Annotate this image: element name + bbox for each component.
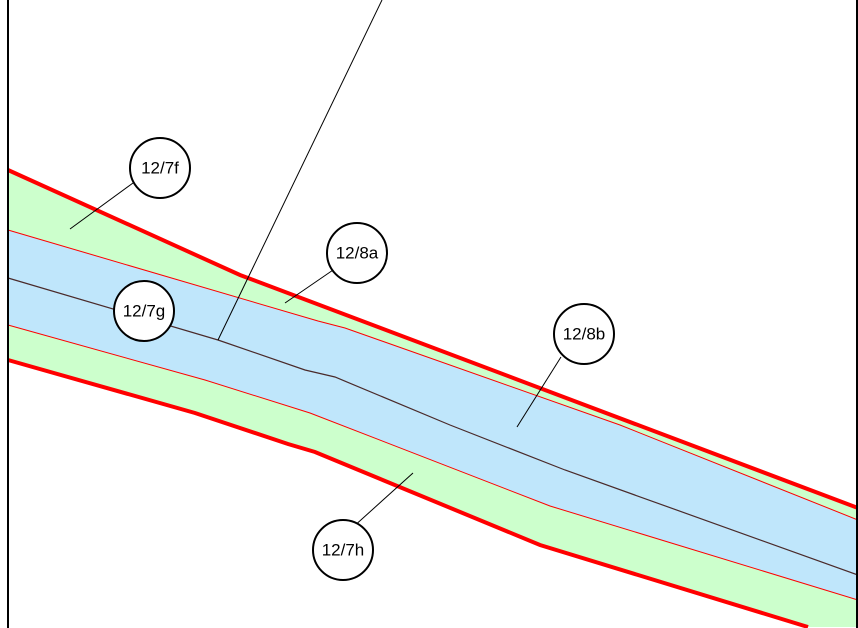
leader-line-12-8a — [284, 267, 337, 304]
parcel-label-12-8b[interactable]: 12/8b — [553, 303, 615, 365]
upper-outer-boundary — [7, 168, 858, 510]
survey-line — [217, 0, 383, 341]
parcel-12-8b-carriageway[interactable] — [8, 230, 858, 600]
upper-inner-boundary — [7, 229, 858, 521]
parcel-12-7f-verge[interactable] — [8, 170, 858, 520]
leader-line-12-7f — [69, 182, 134, 230]
leader-line-12-8b — [516, 356, 562, 428]
parcel-label-12-8b-text: 12/8b — [563, 325, 606, 344]
parcel-label-12-8a[interactable]: 12/8a — [326, 222, 388, 284]
leader-line-12-7h — [351, 472, 414, 529]
parcel-label-12-7f[interactable]: 12/7f — [129, 137, 191, 199]
parcel-12-7h-verge[interactable] — [8, 325, 858, 627]
parcel-label-12-7g[interactable]: 12/7g — [113, 280, 175, 342]
parcel-label-12-7h-text: 12/7h — [322, 541, 365, 560]
lower-inner-boundary — [7, 324, 858, 601]
parcel-label-12-7g-text: 12/7g — [123, 302, 166, 321]
parcel-label-12-7h[interactable]: 12/7h — [312, 519, 374, 581]
parcel-label-12-8a-text: 12/8a — [336, 244, 379, 263]
parcel-label-12-7f-text: 12/7f — [141, 159, 179, 178]
lower-outer-boundary — [7, 358, 809, 628]
